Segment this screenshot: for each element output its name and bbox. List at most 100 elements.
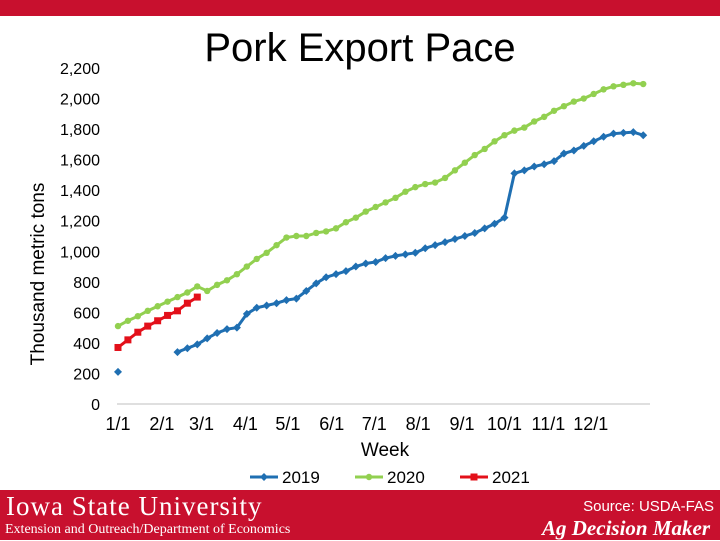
data-point-2020 bbox=[154, 303, 161, 310]
data-point-2020 bbox=[263, 249, 270, 256]
y-tick-label: 1,200 bbox=[60, 214, 100, 231]
data-point-2020 bbox=[570, 98, 578, 105]
data-point-2020 bbox=[372, 203, 379, 211]
data-point-2020 bbox=[431, 179, 439, 186]
data-point-2021 bbox=[193, 293, 201, 301]
data-point-2020 bbox=[194, 283, 201, 290]
data-point-2020 bbox=[273, 241, 280, 249]
data-point-2020 bbox=[342, 219, 350, 226]
data-point-2019 bbox=[322, 273, 331, 282]
data-point-2021 bbox=[124, 336, 132, 344]
data-point-2019 bbox=[540, 160, 549, 169]
data-point-2020 bbox=[620, 81, 627, 89]
data-point-2020 bbox=[481, 145, 488, 153]
data-point-2020 bbox=[223, 277, 231, 284]
x-tick-label: 2/1 bbox=[149, 414, 174, 434]
legend-label-2019: 2019 bbox=[282, 468, 320, 487]
data-point-2019 bbox=[183, 344, 192, 353]
y-tick-label: 1,000 bbox=[60, 244, 100, 261]
data-point-2019 bbox=[599, 132, 608, 141]
data-point-2020 bbox=[560, 102, 568, 110]
data-point-2019 bbox=[401, 250, 410, 259]
data-point-2019 bbox=[460, 232, 469, 240]
data-point-2019 bbox=[589, 137, 598, 146]
data-point-2019 bbox=[480, 224, 489, 233]
series-2021 bbox=[114, 293, 201, 351]
data-point-2020 bbox=[630, 80, 637, 87]
data-point-2019 bbox=[530, 162, 539, 171]
data-point-2020 bbox=[550, 107, 558, 114]
data-point-2019 bbox=[391, 251, 400, 260]
pork-export-chart: Pork Export Pace Thousand metric tons We… bbox=[28, 26, 650, 487]
legend-item-2020: 2020 bbox=[355, 468, 425, 487]
data-point-2019 bbox=[203, 334, 212, 343]
x-tick-label: 12/1 bbox=[573, 414, 608, 434]
data-point-2021 bbox=[154, 317, 162, 325]
y-tick-label: 1,800 bbox=[60, 122, 100, 139]
data-point-2020 bbox=[501, 132, 508, 139]
data-point-2020 bbox=[134, 312, 142, 320]
data-point-2020 bbox=[322, 228, 330, 235]
legend-marker-2019 bbox=[260, 473, 268, 481]
data-point-2019 bbox=[351, 262, 360, 271]
data-point-2021 bbox=[134, 328, 142, 336]
data-point-2019 bbox=[569, 146, 578, 155]
legend-marker-2020 bbox=[365, 473, 373, 481]
data-point-2020 bbox=[422, 180, 429, 188]
data-point-2019 bbox=[302, 286, 311, 295]
data-point-2020 bbox=[511, 127, 518, 134]
x-tick-label: 10/1 bbox=[487, 414, 522, 434]
chart-title: Pork Export Pace bbox=[204, 26, 515, 70]
data-point-2020 bbox=[332, 225, 340, 232]
data-point-2019 bbox=[262, 301, 271, 310]
y-tick-label: 800 bbox=[73, 275, 100, 292]
series-2019 bbox=[114, 128, 648, 376]
data-point-2019 bbox=[629, 128, 638, 137]
data-point-2019 bbox=[223, 325, 232, 334]
y-tick-label: 1,600 bbox=[60, 153, 100, 170]
data-point-2020 bbox=[441, 174, 449, 182]
data-point-2019 bbox=[193, 340, 202, 349]
data-point-2019 bbox=[550, 157, 559, 166]
data-point-2019 bbox=[381, 254, 390, 263]
x-axis-ticks: 1/1 2/1 3/1 4/1 5/1 6/1 7/1 8/1 9/1 10/1 11/1 12/1 bbox=[105, 414, 608, 434]
x-tick-label: 11/1 bbox=[532, 414, 566, 434]
y-axis-label: Thousand metric tons bbox=[28, 183, 49, 366]
data-point-2020 bbox=[233, 270, 241, 278]
legend-label-2021: 2021 bbox=[492, 468, 530, 487]
data-point-2020 bbox=[303, 232, 310, 240]
x-axis-label: Week bbox=[361, 440, 410, 461]
y-tick-label: 200 bbox=[73, 366, 100, 383]
series-layer bbox=[114, 80, 648, 376]
data-point-2019 bbox=[490, 219, 499, 228]
data-point-2021 bbox=[183, 299, 191, 307]
data-point-2019 bbox=[421, 244, 430, 253]
x-tick-label: 6/1 bbox=[319, 414, 344, 434]
data-point-2019 bbox=[213, 328, 222, 337]
data-point-2020 bbox=[640, 80, 647, 88]
data-point-2020 bbox=[471, 151, 478, 159]
data-point-2020 bbox=[540, 113, 548, 121]
data-point-2019 bbox=[252, 303, 261, 312]
data-point-2020 bbox=[402, 188, 409, 195]
data-point-2020 bbox=[461, 159, 469, 166]
x-tick-label: 5/1 bbox=[275, 414, 300, 434]
data-point-2020 bbox=[521, 124, 528, 131]
data-point-2020 bbox=[580, 95, 587, 102]
data-point-2019 bbox=[332, 270, 341, 279]
y-tick-label: 1,400 bbox=[60, 183, 100, 200]
data-point-2020 bbox=[203, 287, 211, 295]
data-point-2020 bbox=[124, 317, 132, 324]
data-point-2019 bbox=[579, 141, 588, 150]
data-point-2019 bbox=[232, 323, 241, 332]
y-tick-label: 2,200 bbox=[60, 61, 100, 78]
legend-item-2019: 2019 bbox=[250, 468, 320, 487]
x-tick-label: 7/1 bbox=[362, 414, 387, 434]
y-tick-label: 2,000 bbox=[60, 92, 100, 109]
series-2020 bbox=[114, 80, 647, 330]
y-tick-label: 0 bbox=[91, 397, 100, 414]
data-point-2020 bbox=[352, 214, 360, 221]
top-accent-bar bbox=[0, 0, 720, 16]
x-tick-label: 8/1 bbox=[406, 414, 431, 434]
data-point-2019 bbox=[441, 238, 450, 247]
